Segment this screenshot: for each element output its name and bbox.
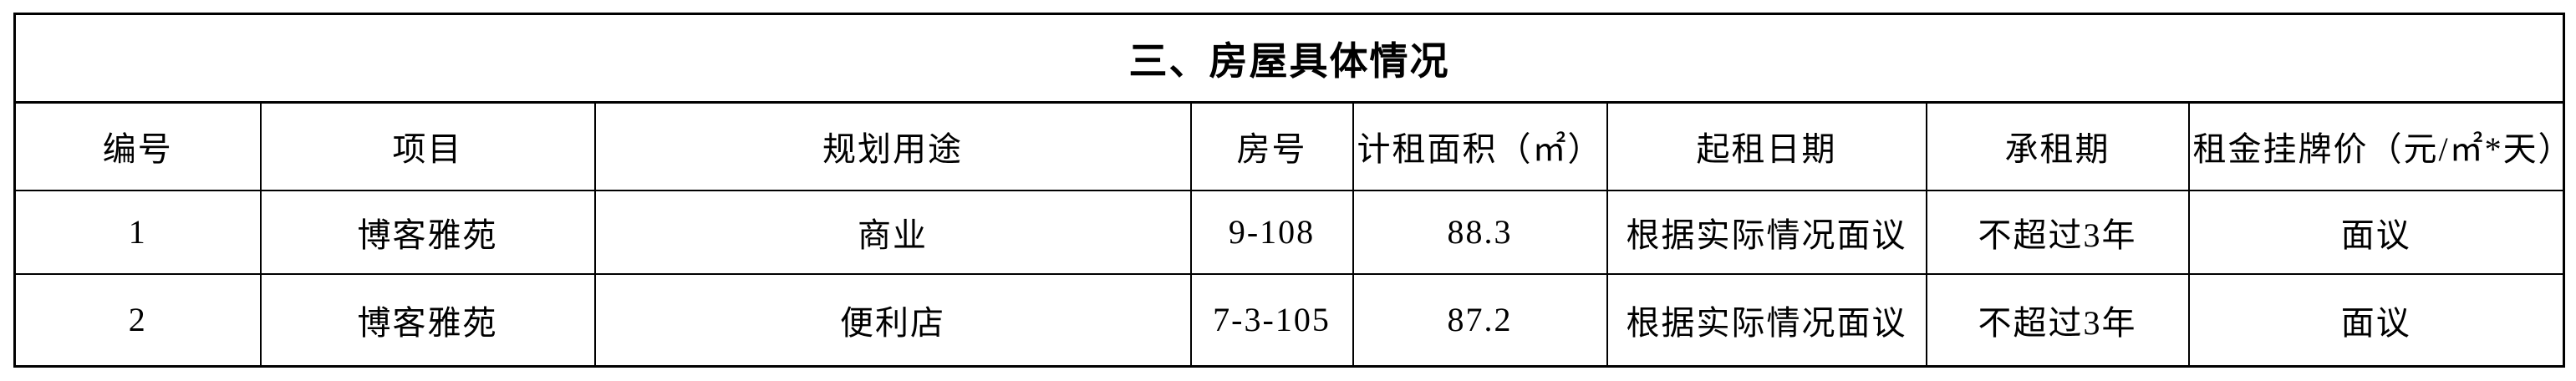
cell-rent-start-date: 根据实际情况面议	[1606, 189, 1927, 275]
cell-room-number: 9-108	[1189, 189, 1354, 275]
table-row-1: 1 博客雅苑 商业 9-108 88.3 根据实际情况面议 不超过3年 面议	[13, 189, 2565, 275]
col-header-planned-use: 规划用途	[593, 101, 1192, 191]
table-title-row: 三、房屋具体情况	[13, 13, 2565, 104]
col-header-project: 项目	[259, 101, 596, 191]
cell-number: 2	[13, 272, 262, 368]
table-header-row: 编号 项目 规划用途 房号 计租面积（㎡） 起租日期 承租期 租金挂牌价（元/㎡…	[13, 101, 2565, 191]
document-sheet: 三、房屋具体情况 编号 项目 规划用途 房号 计租面积（㎡） 起租日期 承租期 …	[13, 13, 2565, 368]
col-header-room-number: 房号	[1189, 101, 1354, 191]
cell-listed-price: 面议	[2187, 272, 2565, 368]
cell-rent-area: 87.2	[1352, 272, 1608, 368]
cell-planned-use: 商业	[593, 189, 1192, 275]
col-header-rent-area: 计租面积（㎡）	[1352, 101, 1608, 191]
cell-lease-term: 不超过3年	[1925, 272, 2190, 368]
cell-rent-start-date: 根据实际情况面议	[1606, 272, 1927, 368]
col-header-lease-term: 承租期	[1925, 101, 2190, 191]
cell-room-number: 7-3-105	[1189, 272, 1354, 368]
col-header-rent-start-date: 起租日期	[1606, 101, 1927, 191]
table-title: 三、房屋具体情况	[13, 13, 2565, 104]
col-header-listed-price: 租金挂牌价（元/㎡*天）	[2187, 101, 2565, 191]
col-header-number: 编号	[13, 101, 262, 191]
cell-planned-use: 便利店	[593, 272, 1192, 368]
table-row-2: 2 博客雅苑 便利店 7-3-105 87.2 根据实际情况面议 不超过3年 面…	[13, 272, 2565, 368]
cell-project: 博客雅苑	[259, 272, 596, 368]
cell-number: 1	[13, 189, 262, 275]
cell-listed-price: 面议	[2187, 189, 2565, 275]
housing-details-table: 三、房屋具体情况 编号 项目 规划用途 房号 计租面积（㎡） 起租日期 承租期 …	[13, 13, 2565, 368]
cell-rent-area: 88.3	[1352, 189, 1608, 275]
cell-project: 博客雅苑	[259, 189, 596, 275]
cell-lease-term: 不超过3年	[1925, 189, 2190, 275]
